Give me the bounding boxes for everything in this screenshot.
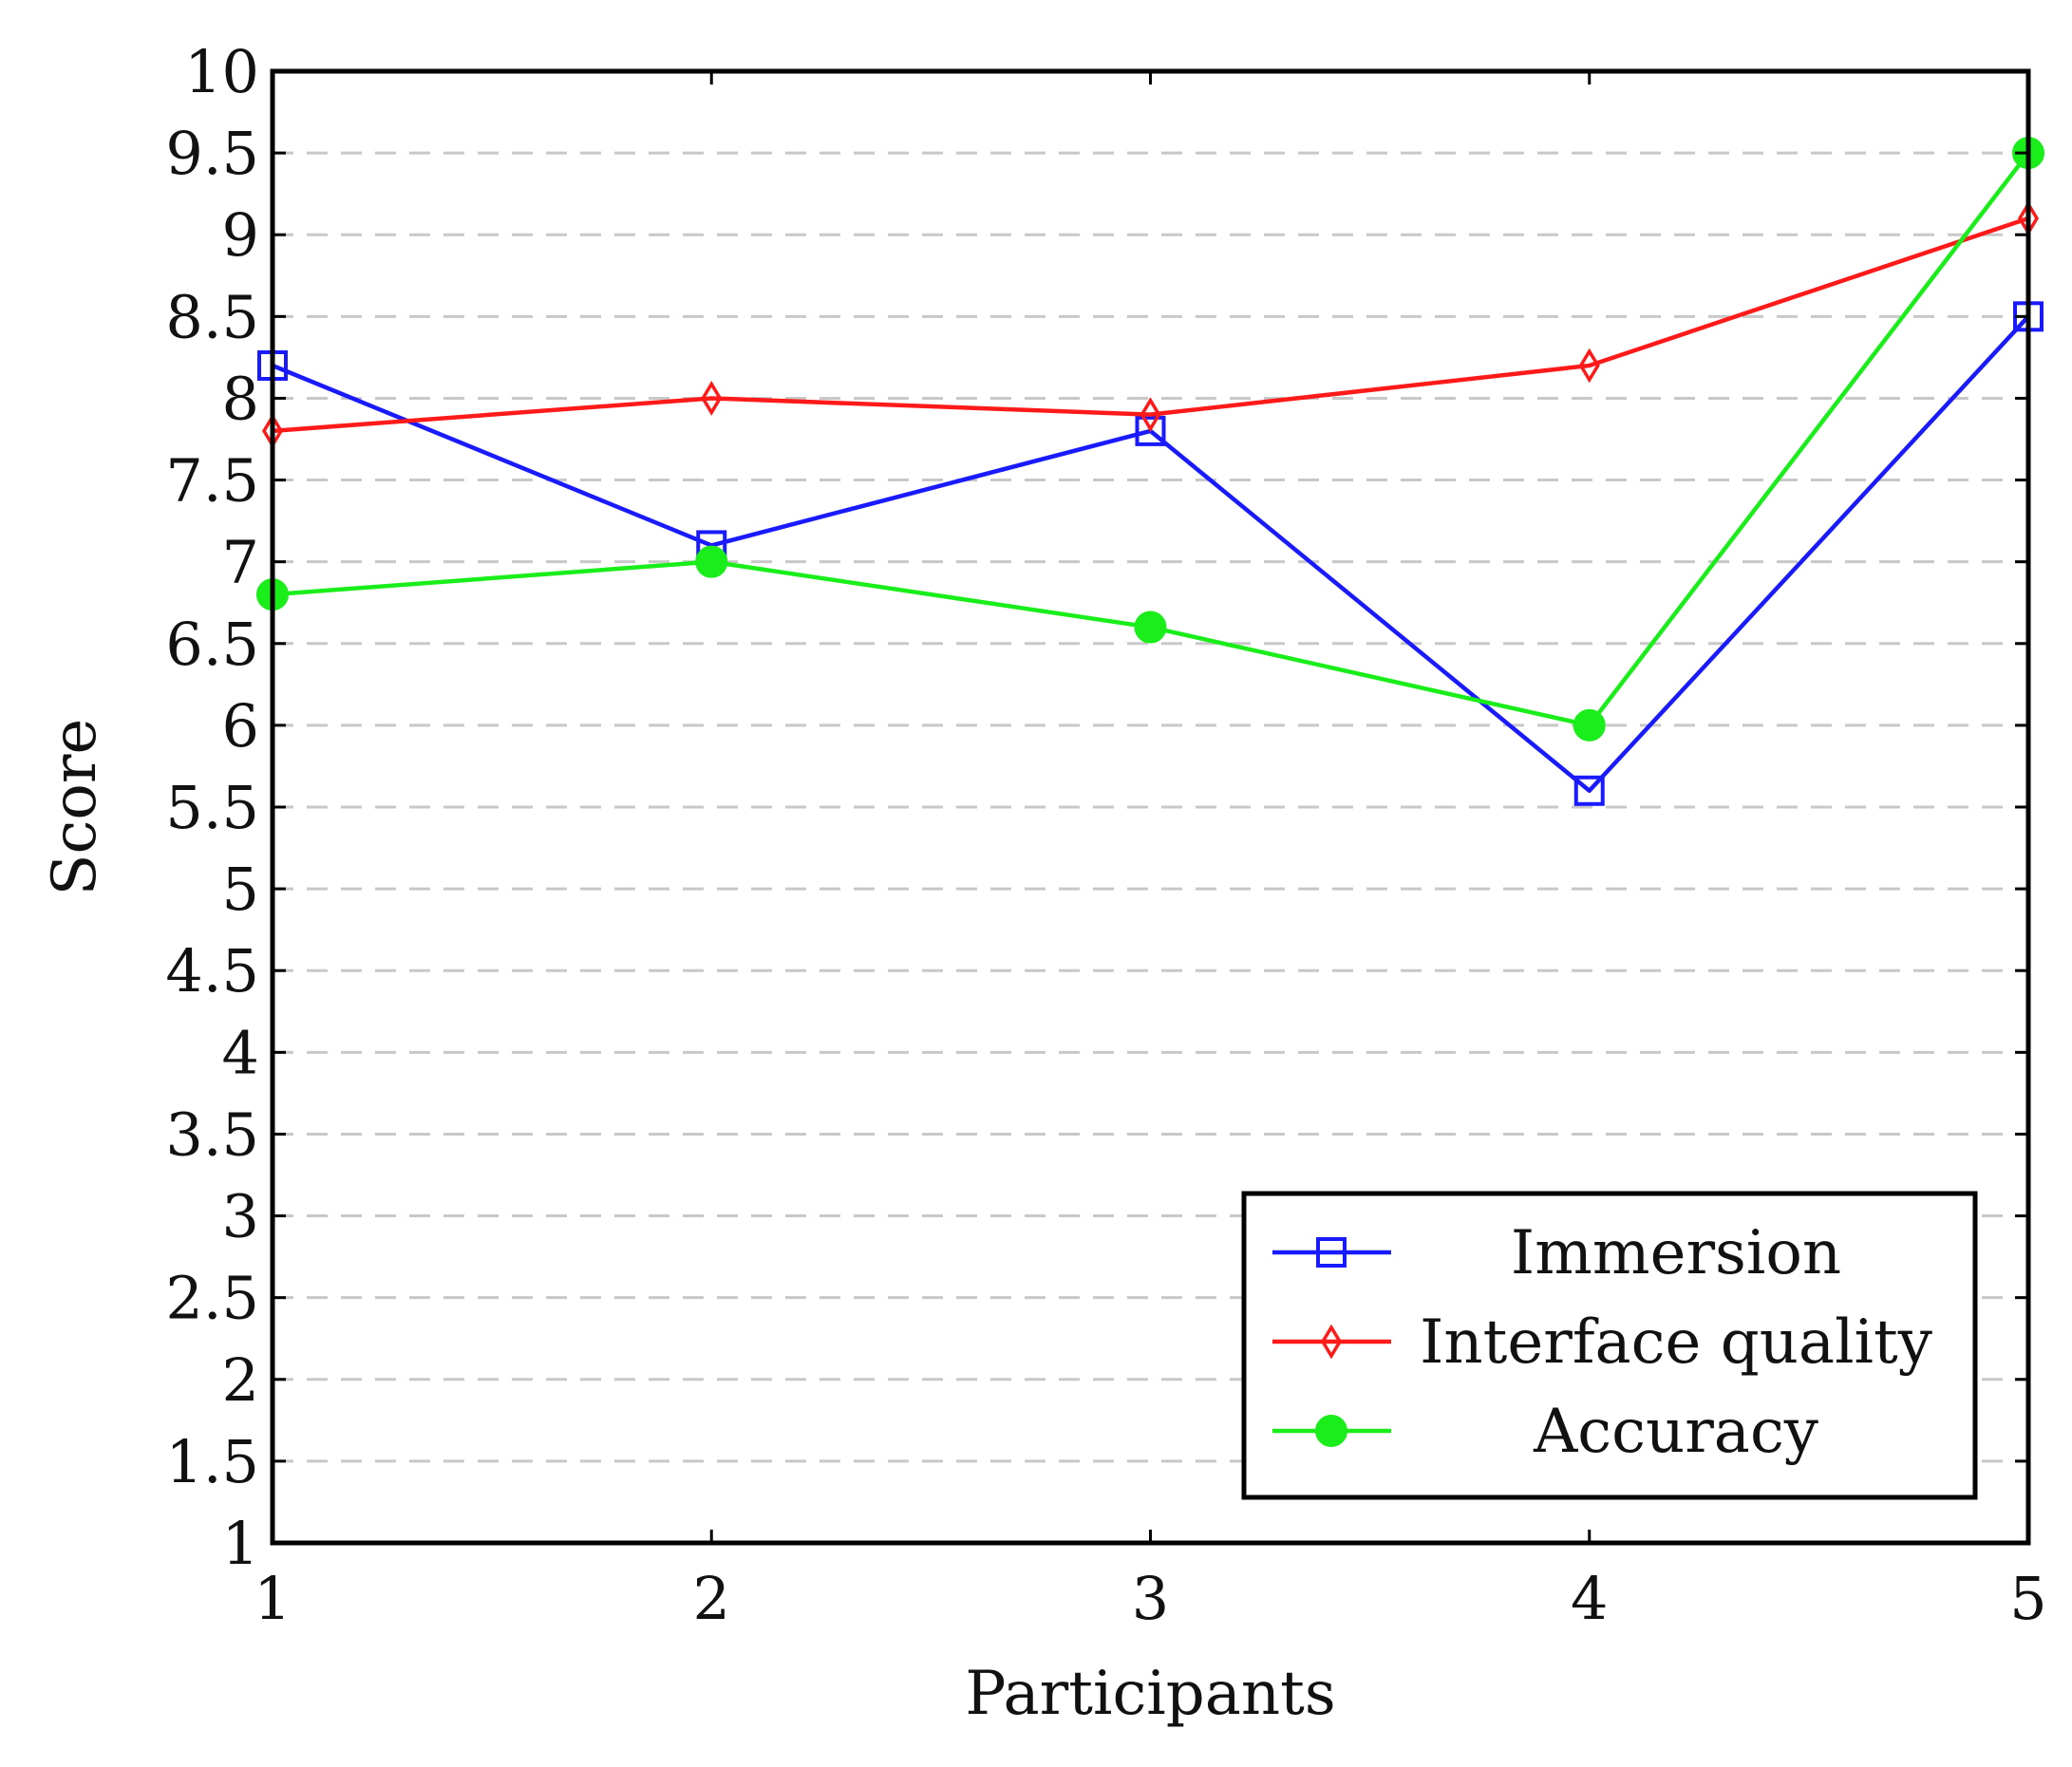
x-tick-label: 1 (254, 1564, 291, 1633)
y-tick-label: 5 (222, 855, 259, 924)
y-tick-label: 3.5 (165, 1100, 259, 1169)
legend-swatch-marker (1315, 1415, 1347, 1447)
immersion-point (1573, 775, 1605, 806)
series-interface-quality (261, 200, 2040, 449)
y-tick-label: 7 (222, 528, 259, 597)
accuracy-point (1134, 611, 1167, 644)
immersion-line (272, 314, 2030, 794)
grid-lines (273, 151, 2028, 1463)
y-tick-label: 10 (184, 37, 259, 106)
x-axis-label: Participants (965, 1659, 1335, 1729)
interface-quality-line (272, 216, 2029, 434)
y-tick-label: 2.5 (165, 1264, 259, 1333)
y-tick-label: 5.5 (165, 773, 259, 842)
accuracy-point (695, 545, 728, 578)
y-tick-label: 7.5 (165, 446, 259, 516)
y-tick-label: 6 (222, 691, 259, 761)
legend-swatch-marker (1316, 1237, 1347, 1268)
legend-swatch-marker (1320, 1324, 1343, 1360)
x-tick-label: 4 (1571, 1564, 1608, 1633)
legend: Immersion Interface quality Accuracy (1241, 1191, 1978, 1500)
x-tick-label: 5 (2009, 1564, 2046, 1633)
y-tick-label: 8.5 (165, 282, 259, 351)
y-tick-label: 1.5 (165, 1427, 259, 1496)
y-tick-label: 4.5 (165, 936, 259, 1006)
x-tick-label: 3 (1132, 1564, 1169, 1633)
y-tick-label: 9.5 (165, 119, 259, 188)
y-tick-label: 9 (222, 200, 259, 270)
legend-label: Immersion (1511, 1218, 1841, 1288)
y-tick-label: 4 (222, 1018, 259, 1087)
legend-label: Accuracy (1533, 1397, 1818, 1467)
series-accuracy (256, 137, 2044, 742)
legend-entry-immersion: Immersion (1272, 1218, 1841, 1288)
interface-quality-point (1140, 397, 1161, 433)
y-tick-label: 3 (222, 1182, 259, 1251)
y-axis-label: Score (40, 719, 110, 896)
x-tick-label: 2 (693, 1564, 730, 1633)
axis-ticks: 1 1.5 2 2.5 3 3.5 4 4.5 5 5.5 6 6.5 7 7.5 8 8.5 9 9.5 10 1 2… (165, 37, 2046, 1633)
legend-label: Interface quality (1420, 1307, 1932, 1378)
y-tick-label: 8 (222, 364, 259, 433)
accuracy-point (1573, 708, 1606, 742)
interface-quality-point (1578, 348, 1600, 384)
immersion-point (1135, 415, 1166, 446)
series-layer (256, 137, 2044, 806)
y-tick-label: 1 (222, 1509, 259, 1578)
y-tick-label: 2 (222, 1345, 259, 1415)
legend-box (1241, 1191, 1978, 1500)
legend-entry-interface-quality: Interface quality (1272, 1307, 1932, 1378)
legend-entry-accuracy: Accuracy (1272, 1397, 1818, 1467)
y-tick-label: 6.5 (165, 610, 259, 679)
interface-quality-point (701, 381, 723, 416)
series-immersion (257, 301, 2044, 806)
